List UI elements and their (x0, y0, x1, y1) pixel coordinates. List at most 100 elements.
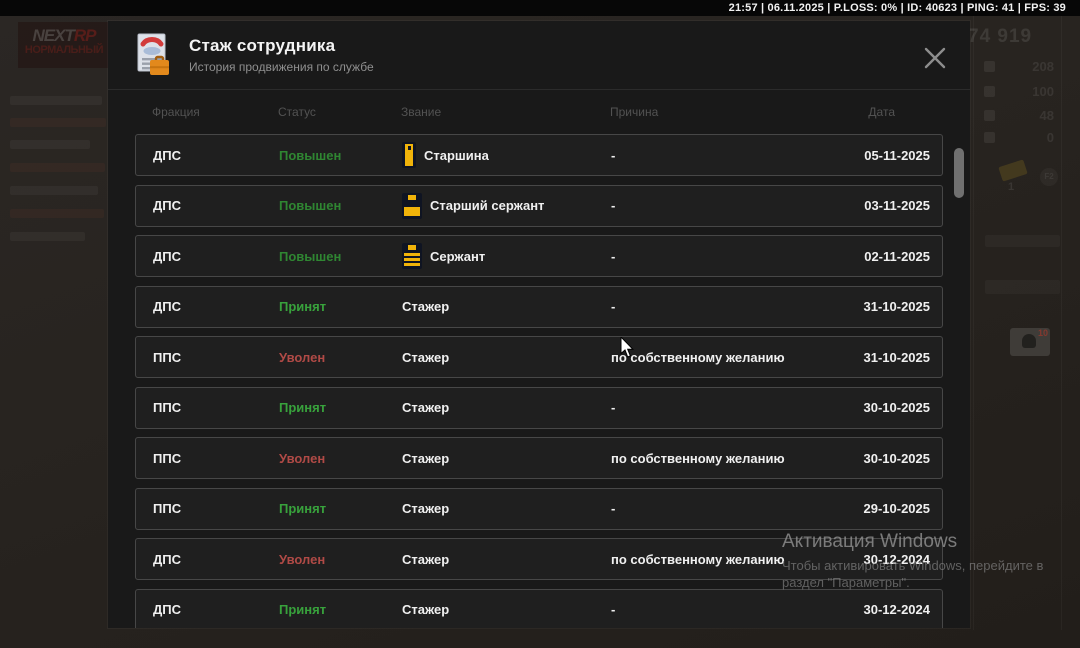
table-row: ППС Уволен Стажер по собственному желани… (135, 437, 943, 479)
chat-line (10, 96, 102, 105)
lightning-icon (984, 86, 995, 97)
modal-title: Стаж сотрудника (189, 36, 336, 55)
status-cell: Принят (279, 299, 327, 314)
date-cell: 31-10-2025 (863, 299, 931, 314)
date-cell: 30-12-2024 (863, 602, 931, 617)
reason-cell: - (611, 147, 616, 163)
table-row: ППС Уволен Стажер по собственному желани… (135, 336, 943, 378)
reason-cell: - (611, 198, 616, 213)
rank-cell-label: Старшина (424, 147, 489, 163)
status-bar: 21:57 | 06.11.2025 | P.LOSS: 0% | ID: 40… (0, 0, 1080, 16)
status-cell: Повышен (279, 248, 342, 264)
bell-icon (1022, 334, 1036, 348)
reason-cell: по собственному желанию (611, 551, 785, 567)
table-row: ДПС Принят Стажер - 31-10-2025 (135, 285, 943, 328)
employee-experience-modal: Стаж сотрудника История продвижения по с… (108, 21, 970, 628)
hotbar-item-quantity: 1 (1008, 181, 1015, 193)
status-cell: Принят (279, 400, 327, 415)
experience-table-body: ДПС Повышен Старшина - 05-11-2025 ДПС По… (108, 134, 970, 628)
rank-cell-label: Стажер (402, 602, 450, 617)
modal-subtitle: История продвижения по службе (189, 60, 374, 74)
rank-cell: Старшина (402, 142, 611, 168)
hint-bar (985, 235, 1060, 247)
faction-cell: ППС (153, 400, 182, 415)
rank-cell-label: Старший сержант (430, 198, 545, 213)
reason-cell: - (611, 501, 616, 516)
reason-cell: по собственному желанию (611, 349, 785, 365)
certificate-briefcase-icon (137, 33, 169, 75)
notification-card: 10 (1010, 328, 1050, 356)
date-cell: 30-10-2025 (863, 450, 931, 466)
table-header-row: Фракция Статус Звание Причина Дата (108, 90, 970, 134)
faction-cell: ППС (153, 450, 182, 466)
reason-cell: по собственному желанию (611, 450, 785, 466)
hint-bar (985, 280, 1060, 294)
food-icon (984, 110, 995, 121)
chat-line (10, 186, 98, 195)
chat-line (10, 232, 85, 241)
hud-energy: 100 (984, 84, 1054, 99)
status-cell: Повышен (279, 198, 342, 213)
reason-cell: - (611, 248, 616, 264)
rank-cell-label: Стажер (402, 349, 450, 365)
rank-cell: Стажер (402, 552, 611, 567)
date-cell: 31-10-2025 (863, 349, 931, 365)
rank-cell-label: Стажер (402, 450, 450, 466)
status-cell: Уволен (279, 349, 326, 365)
rank-cell: Сержант (402, 243, 611, 269)
rank-insignia-icon (402, 243, 422, 269)
faction-cell: ДПС (153, 248, 181, 264)
rank-cell: Стажер (402, 501, 611, 516)
date-cell: 02-11-2025 (864, 248, 930, 264)
column-header-rank: Звание (401, 105, 442, 119)
scrollbar-thumb[interactable] (954, 148, 964, 198)
table-row: ДПС Повышен Старшина - 05-11-2025 (135, 134, 943, 176)
rank-cell-label: Стажер (402, 400, 450, 415)
table-row: ДПС Принят Стажер - 30-12-2024 (135, 588, 943, 628)
status-cell: Принят (279, 602, 327, 617)
date-cell: 30-10-2025 (863, 400, 931, 415)
rank-insignia-icon (402, 192, 422, 219)
close-icon[interactable] (922, 45, 948, 71)
server-logo: NEXTRP НОРМАЛЬНЫЙ (18, 22, 110, 68)
rank-cell: Стажер (402, 602, 611, 617)
modal-header: Стаж сотрудника История продвижения по с… (108, 21, 970, 90)
hud-health: 208 (984, 59, 1054, 74)
table-row: ДПС Уволен Стажер по собственному желани… (135, 538, 943, 580)
chat-line (10, 140, 90, 149)
faction-cell: ДПС (153, 299, 181, 314)
reason-cell: - (611, 400, 616, 415)
faction-cell: ППС (153, 349, 182, 365)
status-bar-text: 21:57 | 06.11.2025 | P.LOSS: 0% | ID: 40… (728, 2, 1066, 14)
table-row: ППС Принят Стажер - 29-10-2025 (135, 487, 943, 530)
chat-line (10, 163, 105, 172)
column-header-faction: Фракция (152, 105, 200, 119)
rank-cell-label: Сержант (430, 248, 486, 264)
rank-insignia-icon (402, 142, 416, 168)
date-cell: 05-11-2025 (864, 147, 930, 163)
reason-cell: - (611, 299, 616, 314)
background-wall-edge (973, 16, 974, 630)
pulse-icon (984, 61, 995, 72)
notification-count: 10 (1037, 328, 1048, 338)
faction-cell: ДПС (153, 602, 181, 617)
rank-cell: Стажер (402, 350, 611, 365)
faction-cell: ППС (153, 501, 182, 516)
rank-cell-label: Стажер (402, 299, 450, 314)
rank-cell: Стажер (402, 400, 611, 415)
chat-line (10, 118, 106, 127)
key-hint-f2: F2 (1040, 168, 1058, 186)
rank-cell: Старший сержант (402, 192, 611, 219)
date-cell: 03-11-2025 (864, 198, 930, 213)
rank-cell: Стажер (402, 451, 611, 466)
status-cell: Принят (279, 501, 327, 516)
server-logo-text: NEXTRP (32, 26, 97, 45)
table-row: ДПС Повышен Старший сержант - 03-11-2025 (135, 184, 943, 227)
date-cell: 29-10-2025 (863, 501, 931, 516)
hud-money: 74 919 (968, 26, 1033, 47)
shield-icon (984, 132, 995, 143)
modal-titles: Стаж сотрудника История продвижения по с… (189, 36, 374, 74)
table-row: ППС Принят Стажер - 30-10-2025 (135, 386, 943, 429)
reason-cell: - (611, 602, 616, 617)
